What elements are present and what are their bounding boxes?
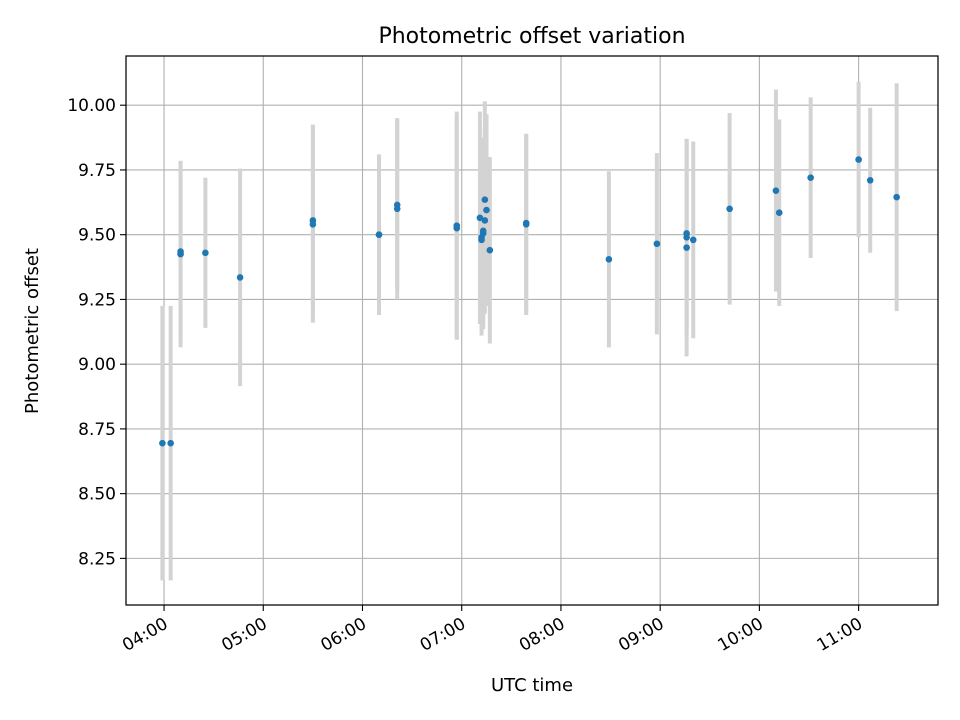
data-point — [775, 209, 783, 216]
data-point — [375, 231, 383, 238]
y-tick-label: 8.50 — [78, 485, 116, 505]
data-point — [522, 221, 530, 228]
data-point — [202, 249, 209, 257]
data-point — [683, 230, 690, 237]
y-tick-label: 8.25 — [78, 549, 116, 569]
data-points — [159, 156, 900, 447]
data-point — [866, 177, 874, 184]
plot-frame — [125, 55, 939, 606]
y-tick-label: 8.75 — [78, 420, 116, 440]
data-point — [453, 224, 461, 232]
data-point — [159, 439, 166, 447]
data-point — [177, 248, 184, 255]
grid — [126, 56, 938, 605]
data-point — [309, 221, 317, 228]
data-point — [393, 205, 401, 213]
data-point — [683, 244, 690, 251]
y-tick-label: 9.25 — [78, 290, 116, 310]
data-point — [486, 246, 494, 254]
data-point — [481, 196, 489, 204]
data-point — [726, 205, 733, 213]
data-point — [893, 193, 900, 201]
data-point — [483, 206, 490, 214]
data-point — [481, 217, 489, 224]
chart-title: Photometric offset variation — [378, 24, 685, 49]
data-point — [807, 174, 814, 182]
data-point — [653, 240, 661, 248]
data-point — [605, 255, 613, 263]
data-point — [855, 156, 862, 163]
data-point — [167, 439, 174, 447]
y-axis-label: Photometric offset — [22, 248, 43, 414]
data-point — [236, 274, 244, 281]
x-axis-label: UTC time — [491, 675, 573, 696]
y-tick-label: 9.50 — [78, 226, 116, 246]
y-tick-label: 9.75 — [78, 161, 116, 181]
data-point — [689, 236, 697, 244]
data-point — [479, 227, 487, 235]
y-tick-label: 10.00 — [67, 96, 116, 116]
data-point — [476, 214, 484, 222]
y-axis-ticks: 8.25 8.50 8.75 9.00 9.25 9.50 9.75 10.00 — [67, 96, 126, 569]
data-point — [478, 236, 485, 244]
y-tick-label: 9.00 — [78, 355, 116, 375]
data-point — [772, 187, 780, 194]
